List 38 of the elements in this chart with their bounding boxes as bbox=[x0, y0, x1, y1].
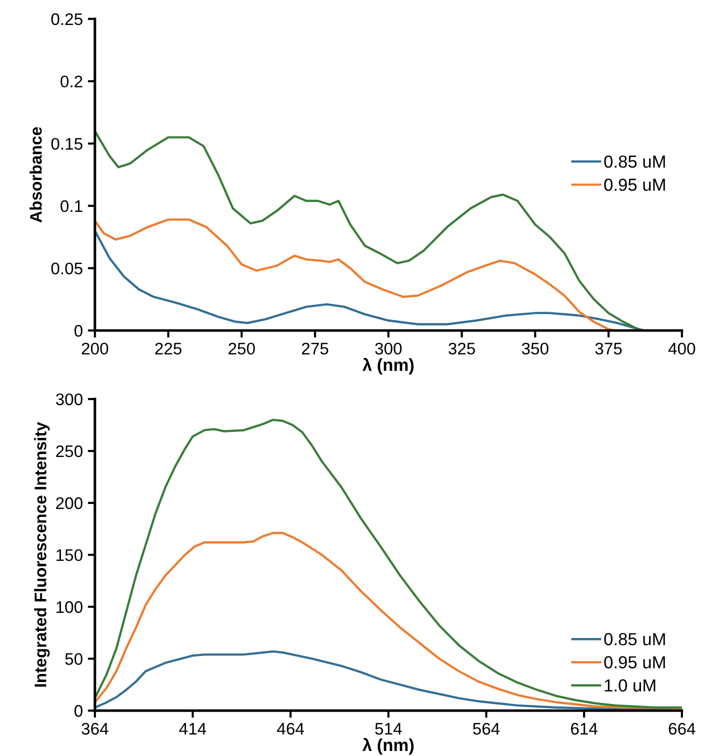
y-tick-label: 0.05 bbox=[51, 262, 82, 274]
legend-label: 0.95 uM bbox=[604, 656, 665, 668]
x-axis-title: λ (nm) bbox=[362, 358, 414, 374]
x-tick-label: 564 bbox=[473, 722, 500, 735]
legend-label: 0.85 uM bbox=[604, 156, 665, 168]
y-tick-label: 0 bbox=[74, 705, 82, 717]
x-tick-label: 300 bbox=[375, 342, 402, 355]
y-tick-label: 200 bbox=[56, 497, 82, 510]
legend-label: 1.0 uM bbox=[604, 679, 656, 692]
y-tick-label: 150 bbox=[56, 549, 82, 562]
x-tick-label: 614 bbox=[571, 722, 598, 735]
y-tick-label: 0.1 bbox=[60, 200, 82, 212]
y-tick-label: 0 bbox=[74, 324, 82, 337]
x-tick-label: 375 bbox=[595, 342, 622, 355]
x-tick-label: 664 bbox=[668, 722, 696, 735]
line-series bbox=[94, 418, 682, 709]
x-tick-label: 464 bbox=[277, 722, 304, 735]
x-tick-label: 225 bbox=[155, 342, 182, 355]
y-tick-label: 0.25 bbox=[51, 13, 82, 26]
y-tick-label: 100 bbox=[56, 601, 82, 613]
x-axis-title: λ (nm) bbox=[362, 738, 414, 755]
y-axis-title: Integrated Fluorescence Intensity bbox=[34, 422, 50, 687]
y-tick-label: 300 bbox=[56, 393, 82, 406]
x-tick-label: 364 bbox=[82, 722, 108, 735]
x-tick-label: 325 bbox=[448, 342, 475, 355]
x-tick-label: 414 bbox=[179, 723, 206, 735]
y-tick-label: 0.15 bbox=[51, 138, 82, 150]
y-tick-label: 250 bbox=[56, 445, 82, 458]
legend-label: 0.85 uM bbox=[604, 633, 665, 646]
x-tick-label: 514 bbox=[375, 723, 402, 735]
legend-label: 0.95 uM bbox=[604, 178, 665, 191]
y-axis-title: Absorbance bbox=[30, 127, 42, 222]
x-tick-label: 350 bbox=[522, 342, 548, 355]
x-tick-label: 400 bbox=[668, 342, 696, 355]
x-tick-label: 275 bbox=[302, 342, 328, 355]
y-tick-label: 50 bbox=[65, 653, 82, 665]
x-tick-label: 250 bbox=[228, 342, 255, 355]
y-tick-label: 0.2 bbox=[60, 76, 82, 88]
